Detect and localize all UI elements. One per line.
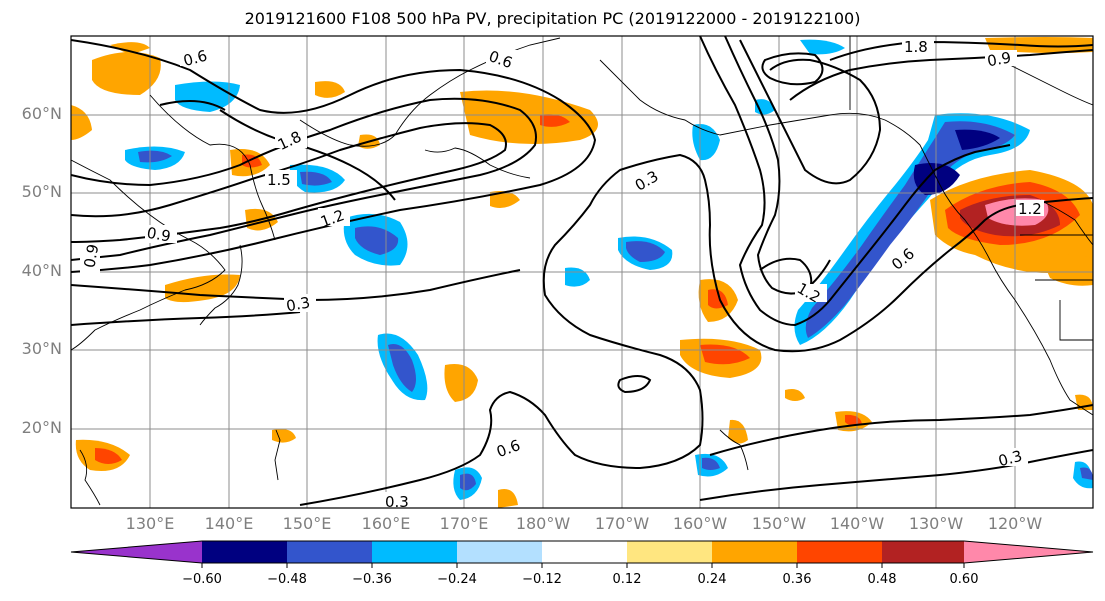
lat-label: 60°N xyxy=(21,104,62,123)
colorbar-extend-max xyxy=(964,541,1093,563)
contour-label: 0.9 xyxy=(145,224,172,246)
precip-positive-areas xyxy=(71,37,1093,508)
colorbar-tick-label: −0.36 xyxy=(352,572,392,587)
coastlines xyxy=(71,36,1093,506)
colorbar xyxy=(70,540,1094,568)
lon-label: 150°W xyxy=(751,514,807,533)
lat-label: 50°N xyxy=(21,182,62,201)
contour-label: 0.6 xyxy=(181,46,209,70)
map-frame xyxy=(70,35,1094,509)
pv-contour-labels: 0.6 0.6 1.8 1.5 1.2 0.9 0.9 0.3 0.3 1.2 … xyxy=(80,38,1044,511)
pv-contours xyxy=(71,36,1093,506)
lon-label: 130°W xyxy=(908,514,964,533)
colorbar-extend-min xyxy=(71,541,202,563)
lon-label: 140°E xyxy=(204,514,254,533)
colorbar-tick-label: 0.24 xyxy=(697,572,727,587)
contour-label: 0.3 xyxy=(385,493,409,511)
colorbar-tick-label: −0.60 xyxy=(182,572,222,587)
lon-label: 180°W xyxy=(515,514,571,533)
lon-label: 160°E xyxy=(361,514,411,533)
colorbar-tick-label: 0.60 xyxy=(949,572,979,587)
contour-label: 1.2 xyxy=(1018,200,1042,218)
lat-label: 30°N xyxy=(21,339,62,358)
lat-label: 20°N xyxy=(21,418,62,437)
lon-label: 150°E xyxy=(282,514,332,533)
map-title: 2019121600 F108 500 hPa PV, precipitatio… xyxy=(244,9,861,28)
colorbar-tick-label: −0.48 xyxy=(267,572,307,587)
colorbar-tick-label: −0.24 xyxy=(437,572,477,587)
colorbar-tick-label: −0.12 xyxy=(522,572,562,587)
colorbar-tick-label: 0.36 xyxy=(782,572,812,587)
lon-label: 120°W xyxy=(987,514,1043,533)
contour-label: 0.9 xyxy=(986,48,1013,70)
contour-label: 1.8 xyxy=(904,38,928,56)
lon-label: 140°W xyxy=(829,514,885,533)
contour-label: 1.5 xyxy=(267,171,291,189)
contour-label: 0.3 xyxy=(285,293,312,315)
map-area: 0.6 0.6 1.8 1.5 1.2 0.9 0.9 0.3 0.3 1.2 … xyxy=(71,36,1093,511)
lon-label: 130°E xyxy=(125,514,175,533)
precip-negative-areas xyxy=(125,39,1093,500)
lon-label: 160°W xyxy=(672,514,728,533)
colorbar-tick-label: 0.12 xyxy=(612,572,642,587)
contour-label: 0.3 xyxy=(996,447,1024,471)
colorbar-tick-label: 0.48 xyxy=(867,572,897,587)
lon-label: 170°W xyxy=(594,514,650,533)
lon-label: 170°E xyxy=(439,514,489,533)
lat-label: 40°N xyxy=(21,261,62,280)
contour-label: 0.9 xyxy=(80,243,102,270)
